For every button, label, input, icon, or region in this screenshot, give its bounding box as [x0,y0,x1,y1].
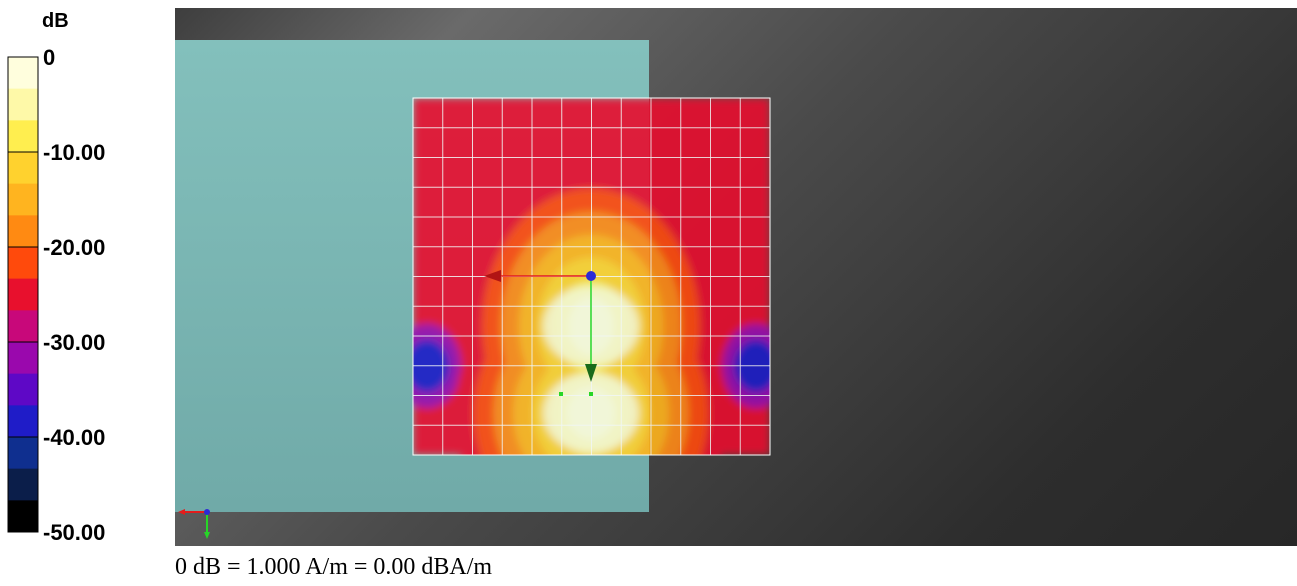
probe-axes [484,270,597,396]
colorbar: dB 0 -10.00 -20.00 -30.00 -40.00 -50.00 [7,10,105,545]
probe-marker [559,392,563,396]
colorbar-band [8,500,38,533]
orientation-triad-icon [178,509,210,539]
colorbar-band [8,57,38,90]
colorbar-tick-label: -10.00 [43,140,105,165]
y-arrow-head-icon [585,364,597,382]
colorbar-band [8,405,38,438]
colorbar-tick-label: -20.00 [43,235,105,260]
3d-viewport[interactable] [175,8,1297,546]
colorbar-band [8,247,38,280]
probe-marker [589,392,593,396]
scan-area-border [412,97,771,456]
colorbar-band [8,373,38,406]
origin-point [586,271,596,281]
colorbar-band [8,88,38,121]
colorbar-unit-label: dB [42,10,69,32]
colorbar-band [8,468,38,501]
colorbar-legend: dB 0 -10.00 -20.00 -30.00 -40.00 -50.00 [0,0,170,560]
field-scan-scene[interactable] [175,8,1297,546]
colorbar-tick-label: -50.00 [43,520,105,545]
colorbar-band [8,120,38,153]
colorbar-tick-label: 0 [43,45,55,70]
scale-note: 0 dB = 1.000 A/m = 0.00 dBA/m [175,554,493,580]
colorbar-band [8,437,38,470]
colorbar-band [8,152,38,185]
x-arrow-head-icon [484,270,501,282]
colorbar-band [8,215,38,248]
colorbar-band [8,183,38,216]
colorbar-band [8,342,38,375]
colorbar-tick-label: -40.00 [43,425,105,450]
measurement-grid [413,98,770,455]
colorbar-tick-label: -30.00 [43,330,105,355]
colorbar-band [8,310,38,343]
colorbar-band [8,278,38,311]
